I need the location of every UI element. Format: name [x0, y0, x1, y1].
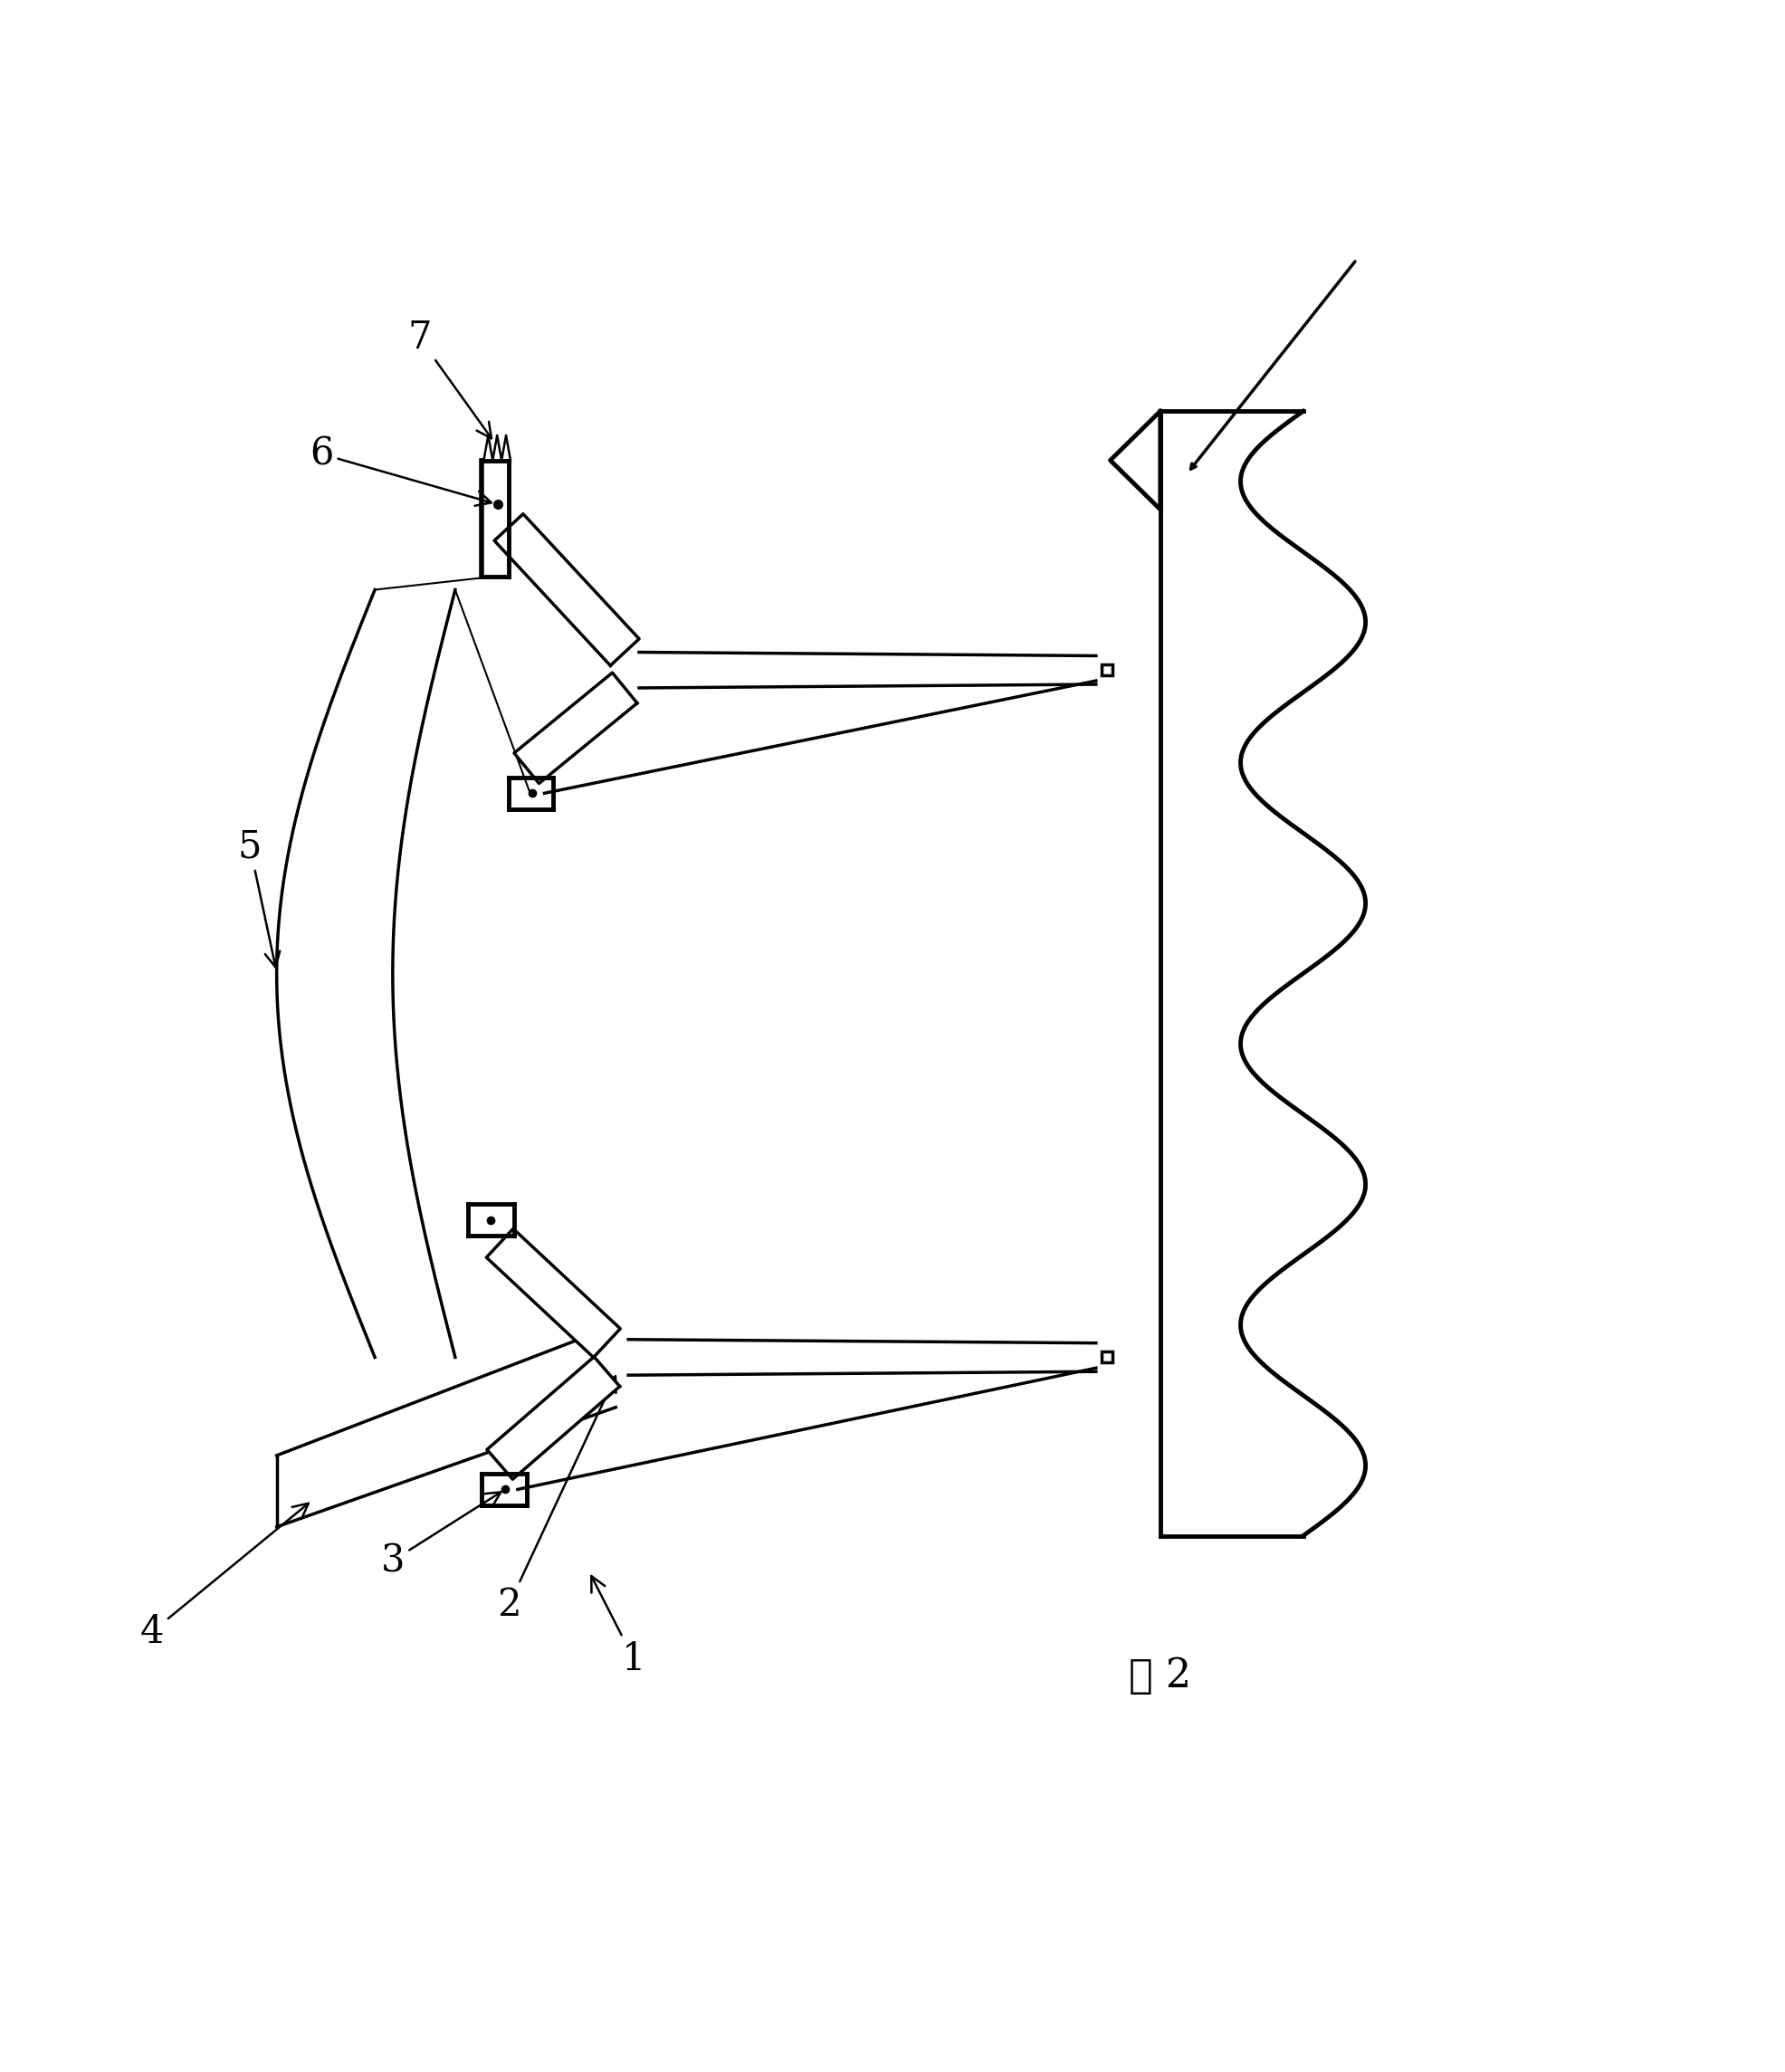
- Text: 7: 7: [407, 319, 491, 439]
- Text: 4: 4: [139, 1504, 309, 1651]
- Polygon shape: [514, 673, 637, 783]
- Polygon shape: [486, 1229, 621, 1357]
- Text: 2: 2: [496, 1376, 616, 1624]
- Text: 6: 6: [309, 435, 491, 506]
- Text: 1: 1: [591, 1577, 646, 1678]
- Text: 图 2: 图 2: [1128, 1658, 1192, 1695]
- Text: 5: 5: [237, 827, 280, 968]
- Polygon shape: [487, 1357, 619, 1479]
- Polygon shape: [494, 514, 639, 665]
- Text: 3: 3: [380, 1492, 502, 1579]
